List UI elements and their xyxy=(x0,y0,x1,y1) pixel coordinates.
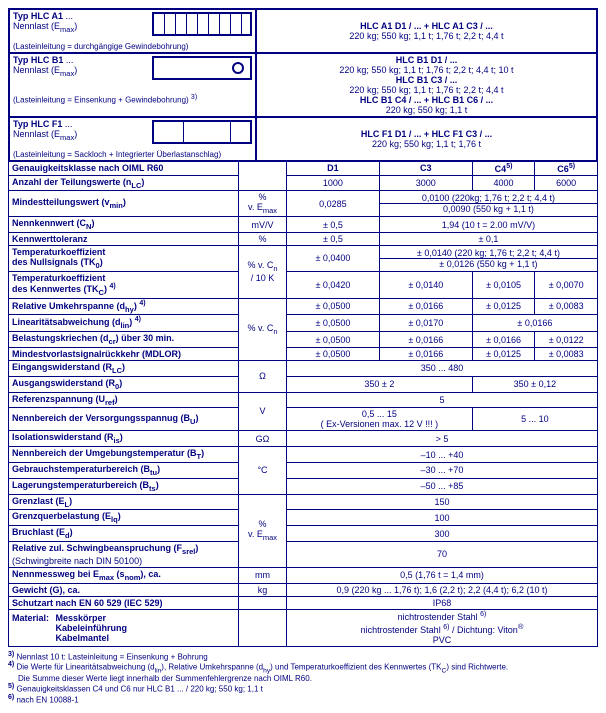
typ-b-r3-title: HLC B1 C4 / ... + HLC B1 C6 / ... xyxy=(260,95,593,105)
row-bt: Nennbereich der Umgebungstemperatur (BT) xyxy=(9,447,239,463)
row-snom: Nennmessweg bei Emax (snom), ca. xyxy=(9,567,239,583)
unit-pct-emax: %v. Emax xyxy=(239,494,287,567)
row-bu: Nennbereich der Versorgungsspannug (BU) xyxy=(9,408,239,431)
typ-a-right-title: HLC A1 D1 / ... + HLC A1 C3 / ... xyxy=(260,21,593,31)
row-anzahl: Anzahl der Teilungswerte (nLC) xyxy=(9,175,239,191)
row-tkc: Temperaturkoeffizientdes Kennwertes (TKC… xyxy=(9,271,239,298)
spec-table: Genauigkeitsklasse nach OIML R60 D1 C3 C… xyxy=(8,161,598,647)
typ-f-right-vals: 220 kg; 550 kg; 1,1 t; 1,76 t xyxy=(260,139,593,149)
unit-tk: % v. Cn/ 10 K xyxy=(239,245,287,298)
row-schutz: Schutzart nach EN 60 529 (IEC 529) xyxy=(9,596,239,609)
shape-b-icon xyxy=(152,56,252,80)
typ-f-note: (Lasteinleitung = Sackloch + Integrierte… xyxy=(13,150,252,159)
typ-a-nennlast: Nennlast (E xyxy=(13,21,60,31)
unit-mindest: %v. Emax xyxy=(239,191,287,217)
unit-degc: °C xyxy=(239,447,287,494)
type-sections-table: Typ Typ HLC A1 ...HLC A1 ... Nennlast (E… xyxy=(8,8,598,162)
row-nennkenn: Nennkennwert (CN) xyxy=(9,217,239,233)
hdr-c6: C65) xyxy=(535,161,598,175)
unit-ohm: Ω xyxy=(239,360,287,392)
typ-b-r1-vals: 220 kg; 550 kg; 1,1 t; 1,76 t; 2,2 t; 4,… xyxy=(260,65,593,75)
row-r0: Ausgangswiderstand (R0) xyxy=(9,376,239,392)
row-gewicht: Gewicht (G), ca. xyxy=(9,583,239,596)
typ-a-note: (Lasteinleitung = durchgängige Gewindebo… xyxy=(13,42,252,51)
row-ed: Bruchlast (Ed) xyxy=(9,526,239,542)
typ-f-right-title: HLC F1 D1 / ... + HLC F1 C3 / ... xyxy=(260,129,593,139)
typ-b-r1-title: HLC B1 D1 / ... xyxy=(260,55,593,65)
row-bts: Lagerungstemperaturbereich (Bts) xyxy=(9,478,239,494)
row-mindest: Mindestteilungswert (vmin) xyxy=(9,191,239,217)
row-uref: Referenzspannung (Uref) xyxy=(9,392,239,408)
hdr-c4: C45) xyxy=(472,161,535,175)
hdr-d1: D1 xyxy=(287,161,380,175)
row-mdlor: Mindestvorlastsignalrückkehr (MDLOR) xyxy=(9,347,239,360)
row-fsrel: Relative zul. Schwingbeanspruchung (Fsre… xyxy=(9,541,239,567)
row-dlin: Linearitätsabweichung (dlin) 4) xyxy=(9,315,239,332)
row-rlc: Eingangswiderstand (RLC) xyxy=(9,360,239,376)
row-el: Grenzlast (EL) xyxy=(9,494,239,510)
row-genau: Genauigkeitsklasse nach OIML R60 xyxy=(9,161,239,175)
row-ris: Isolationswiderstand (Ris) xyxy=(9,431,239,447)
shape-a-icon xyxy=(152,12,252,36)
row-material: Material: Messkörper Kabeleinführung Kab… xyxy=(9,609,239,646)
row-dcr: Belastungskriechen (dcr) über 30 min. xyxy=(9,332,239,348)
unit-vcn2: % v. Cn xyxy=(239,298,287,360)
hdr-c3: C3 xyxy=(379,161,472,175)
typ-b-r2-vals: 220 kg; 550 kg; 1,1 t; 1,76 t; 2,2 t; 4,… xyxy=(260,85,593,95)
shape-f-icon xyxy=(152,120,252,144)
row-btu: Gebrauchstemperaturbereich (Btu) xyxy=(9,462,239,478)
row-dhy: Relative Umkehrspanne (dhy) 4) xyxy=(9,298,239,315)
typ-a-right-vals: 220 kg; 550 kg; 1,1 t; 1,76 t; 2,2 t; 4,… xyxy=(260,31,593,41)
row-elq: Grenzquerbelastung (Elq) xyxy=(9,510,239,526)
typ-b-note: (Lasteinleitung = Einsenkung + Gewindebo… xyxy=(13,94,252,105)
unit-v: V xyxy=(239,392,287,431)
row-tk0: Temperaturkoeffizientdes Nullsignals (TK… xyxy=(9,245,239,271)
row-kennwert: Kennwerttoleranz xyxy=(9,232,239,245)
typ-b-r3-vals: 220 kg; 550 kg; 1,1 t xyxy=(260,105,593,115)
typ-b-r2-title: HLC B1 C3 / ... xyxy=(260,75,593,85)
